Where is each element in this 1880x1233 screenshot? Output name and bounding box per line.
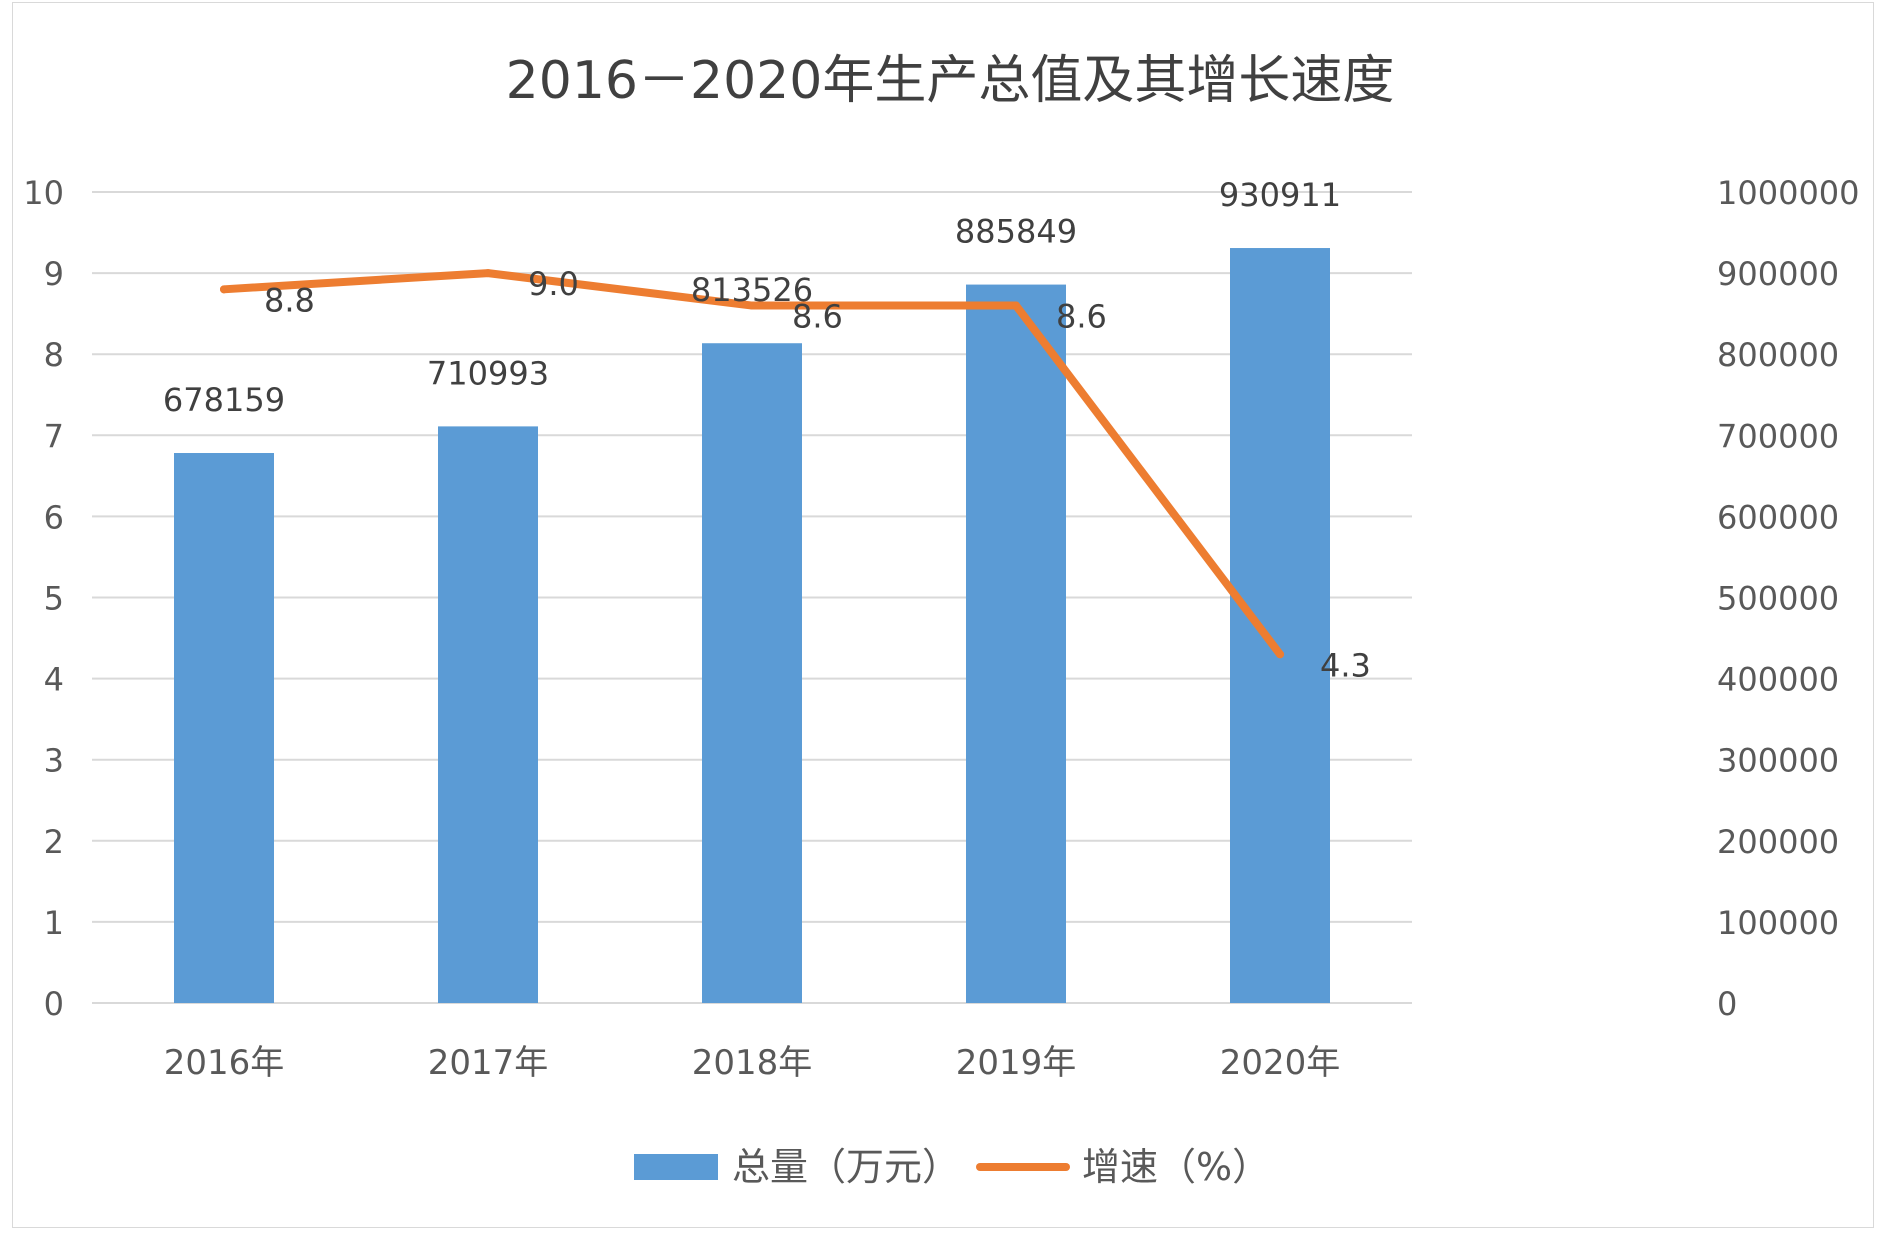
line-data-label: 8.6	[1056, 298, 1107, 336]
bar	[174, 453, 274, 1003]
y-right-tick-label: 700000	[1717, 417, 1839, 455]
bar	[1230, 248, 1330, 1003]
legend-swatch-bar	[634, 1154, 718, 1180]
y-left-tick-label: 8	[44, 336, 64, 374]
bar-series	[174, 248, 1330, 1004]
chart-title: 2016－2020年生产总值及其增长速度	[506, 51, 1395, 111]
line-series	[220, 269, 1284, 659]
y-left-tick-label: 5	[44, 580, 64, 618]
x-tick-label: 2020年	[1220, 1043, 1341, 1083]
line-point	[484, 269, 492, 278]
line-data-label: 8.8	[264, 281, 315, 319]
y-right-tick-label: 0	[1717, 985, 1737, 1023]
y-right-tick-label: 900000	[1717, 255, 1839, 293]
y-right-tick-label: 800000	[1717, 336, 1839, 374]
bar	[438, 426, 538, 1004]
y-left-tick-label: 10	[23, 174, 64, 212]
x-tick-label: 2017年	[428, 1043, 549, 1083]
y-axis-left: 0 1 2 3 4 5 6 7 8 9 10	[23, 174, 64, 1023]
line-data-labels: 8.8 9.0 8.6 8.6 4.3	[264, 265, 1371, 684]
y-left-tick-label: 9	[44, 255, 64, 293]
x-axis-labels: 2016年 2017年 2018年 2019年 2020年	[164, 1043, 1341, 1083]
y-right-tick-label: 200000	[1717, 823, 1839, 861]
x-tick-label: 2019年	[956, 1043, 1077, 1083]
bar-data-labels: 678159 710993 813526 885849 930911	[163, 176, 1341, 419]
line-point	[220, 285, 228, 294]
chart-frame	[12, 2, 1874, 1228]
line-data-label: 8.6	[792, 298, 843, 336]
y-axis-right: 0 100000 200000 300000 400000 500000 600000 700…	[1717, 174, 1860, 1023]
y-left-tick-label: 7	[44, 417, 64, 455]
y-right-tick-label: 100000	[1717, 904, 1839, 942]
bar-data-label: 678159	[163, 381, 285, 419]
legend: 总量（万元） 增速（%）	[634, 1145, 1270, 1189]
line-data-label: 4.3	[1320, 646, 1371, 684]
y-right-tick-label: 500000	[1717, 580, 1839, 618]
y-left-tick-label: 6	[44, 498, 64, 536]
y-left-tick-label: 3	[44, 742, 64, 780]
line-point	[748, 301, 756, 310]
y-left-tick-label: 4	[44, 661, 64, 699]
y-left-tick-label: 2	[44, 823, 64, 861]
y-right-tick-label: 300000	[1717, 742, 1839, 780]
y-left-tick-label: 1	[44, 904, 64, 942]
x-tick-label: 2018年	[692, 1043, 813, 1083]
legend-label-bar: 总量（万元）	[732, 1145, 960, 1189]
y-right-tick-label: 600000	[1717, 498, 1839, 536]
y-right-tick-label: 400000	[1717, 661, 1839, 699]
bar-data-label: 885849	[955, 213, 1077, 251]
bar-data-label: 813526	[691, 271, 813, 309]
line-point	[1276, 650, 1284, 659]
bar-data-label: 930911	[1219, 176, 1341, 214]
x-tick-label: 2016年	[164, 1043, 285, 1083]
legend-label-line: 增速（%）	[1082, 1145, 1270, 1189]
y-left-tick-label: 0	[44, 985, 64, 1023]
bar	[702, 343, 802, 1003]
line-point	[1012, 301, 1020, 310]
line-data-label: 9.0	[528, 265, 579, 303]
bar-data-label: 710993	[427, 354, 549, 392]
bar	[966, 284, 1066, 1004]
y-right-tick-label: 1000000	[1717, 174, 1860, 212]
